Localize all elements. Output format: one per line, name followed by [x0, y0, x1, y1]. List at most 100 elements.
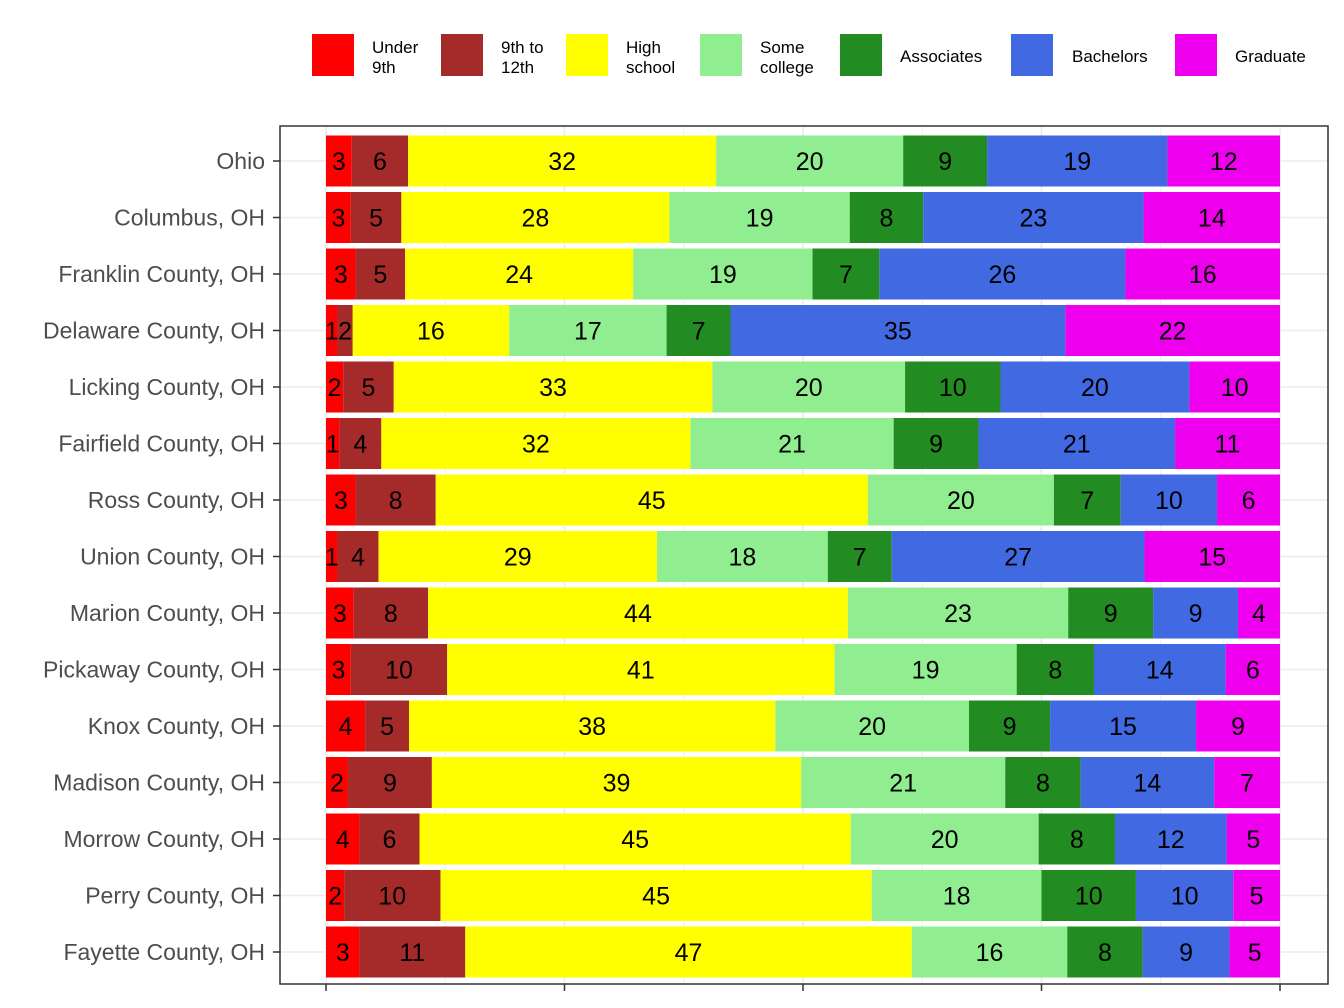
data-label: 4: [336, 826, 350, 854]
data-label: 7: [1240, 770, 1254, 798]
data-label: 8: [389, 487, 403, 515]
bar-segment-under-9th: [326, 700, 366, 752]
bar-segment-associates: [666, 305, 731, 356]
data-label: 2: [328, 374, 342, 402]
data-label: 6: [382, 826, 396, 854]
legend-label: Under 9th: [372, 38, 419, 77]
bar-segment-associates: [893, 418, 979, 469]
data-label: 15: [1109, 713, 1137, 741]
bar-segment-bachelors: [1050, 700, 1197, 752]
data-label: 16: [417, 318, 445, 346]
bar-segment-bachelors: [978, 418, 1176, 469]
bar-segment-9th-to-12th: [359, 813, 420, 865]
bar-segment-9th-to-12th: [365, 700, 409, 752]
bar-segment-associates: [968, 700, 1051, 752]
data-label: 32: [548, 148, 576, 176]
data-label: 3: [331, 205, 345, 233]
data-label: 14: [1133, 770, 1161, 798]
data-label: 19: [709, 261, 737, 289]
data-label: 9: [383, 770, 397, 798]
data-label: 20: [795, 374, 823, 402]
bar-segment-high-school: [378, 531, 658, 582]
bar-segment-bachelors: [891, 531, 1145, 582]
data-label: 41: [627, 657, 655, 685]
data-label: 2: [330, 770, 344, 798]
bar-segment-some-college: [801, 757, 1006, 808]
data-label: 29: [504, 544, 532, 572]
bar-segment-associates: [1041, 870, 1136, 921]
bar-segment-graduate: [1229, 926, 1280, 978]
y-tick-label: Fayette County, OH: [63, 939, 265, 965]
bar-segment-associates: [812, 248, 880, 300]
data-label: 8: [880, 205, 894, 233]
bar-segment-9th-to-12th: [337, 531, 379, 582]
bar-segment-9th-to-12th: [351, 135, 409, 187]
bar-segment-9th-to-12th: [344, 870, 441, 921]
data-label: 27: [1004, 544, 1032, 572]
data-label: 4: [339, 713, 353, 741]
bar-segment-high-school: [352, 305, 510, 356]
bar-segment-bachelors: [1142, 926, 1230, 978]
bar-segment-some-college: [669, 192, 850, 243]
data-label: 19: [912, 657, 940, 685]
bar-segment-associates: [1053, 474, 1121, 526]
bar-segment-high-school: [381, 418, 691, 469]
data-label: 45: [638, 487, 666, 515]
data-label: 16: [1189, 261, 1217, 289]
data-label: 4: [1252, 600, 1266, 628]
data-label: 38: [578, 713, 606, 741]
data-label: 5: [1246, 826, 1260, 854]
data-label: 11: [399, 939, 425, 967]
bar-segment-high-school: [408, 135, 717, 187]
data-label: 21: [889, 770, 917, 798]
legend-item-high-school: High school: [566, 34, 675, 77]
legend-label: Some college: [760, 38, 814, 77]
data-label: 7: [839, 261, 853, 289]
bar-segment-graduate: [1214, 757, 1280, 808]
bar-segment-under-9th: [326, 644, 351, 695]
bar-segment-some-college: [657, 531, 828, 582]
bar-segment-under-9th: [326, 531, 338, 582]
legend-key: [312, 34, 354, 76]
y-tick-label: Ohio: [216, 148, 265, 174]
data-label: 20: [1081, 374, 1109, 402]
data-label: 8: [1098, 939, 1112, 967]
bar-segment-high-school: [428, 587, 848, 639]
legend-item-associates: Associates: [840, 34, 982, 76]
bar-segment-9th-to-12th: [350, 644, 448, 695]
bar-segment-graduate: [1217, 474, 1280, 526]
data-label: 23: [1019, 205, 1047, 233]
data-label: 10: [1155, 487, 1183, 515]
bar-segment-graduate: [1225, 644, 1280, 695]
bar-segment-graduate: [1226, 813, 1280, 865]
data-label: 8: [1036, 770, 1050, 798]
bar-segment-under-9th: [326, 361, 344, 413]
legend-key: [566, 34, 608, 76]
data-label: 20: [796, 148, 824, 176]
bar-segment-graduate: [1167, 135, 1280, 187]
data-label: 9: [1003, 713, 1017, 741]
legend-label: Graduate: [1235, 47, 1306, 66]
data-label: 2: [328, 883, 342, 911]
bar-segment-some-college: [716, 135, 904, 187]
bar-segment-associates: [1068, 587, 1154, 639]
bar-segment-high-school: [408, 700, 776, 752]
data-label: 15: [1198, 544, 1226, 572]
bar-segment-associates: [1016, 644, 1094, 695]
bar-segment-bachelors: [1135, 870, 1234, 921]
bar-segment-bachelors: [923, 192, 1144, 243]
data-label: 20: [947, 487, 975, 515]
data-label: 44: [624, 600, 652, 628]
data-label: 6: [373, 148, 387, 176]
bar-segment-graduate: [1065, 305, 1280, 356]
bar-segment-9th-to-12th: [347, 757, 432, 808]
data-label: 4: [351, 544, 365, 572]
bar-segment-graduate: [1125, 248, 1280, 300]
bar-segment-under-9th: [326, 474, 356, 526]
bar-segment-associates: [1067, 926, 1143, 978]
bar-segment-under-9th: [326, 757, 348, 808]
data-label: 14: [1146, 657, 1174, 685]
legend-label: Associates: [900, 47, 982, 66]
data-label: 19: [746, 205, 774, 233]
legend-key: [441, 34, 483, 76]
